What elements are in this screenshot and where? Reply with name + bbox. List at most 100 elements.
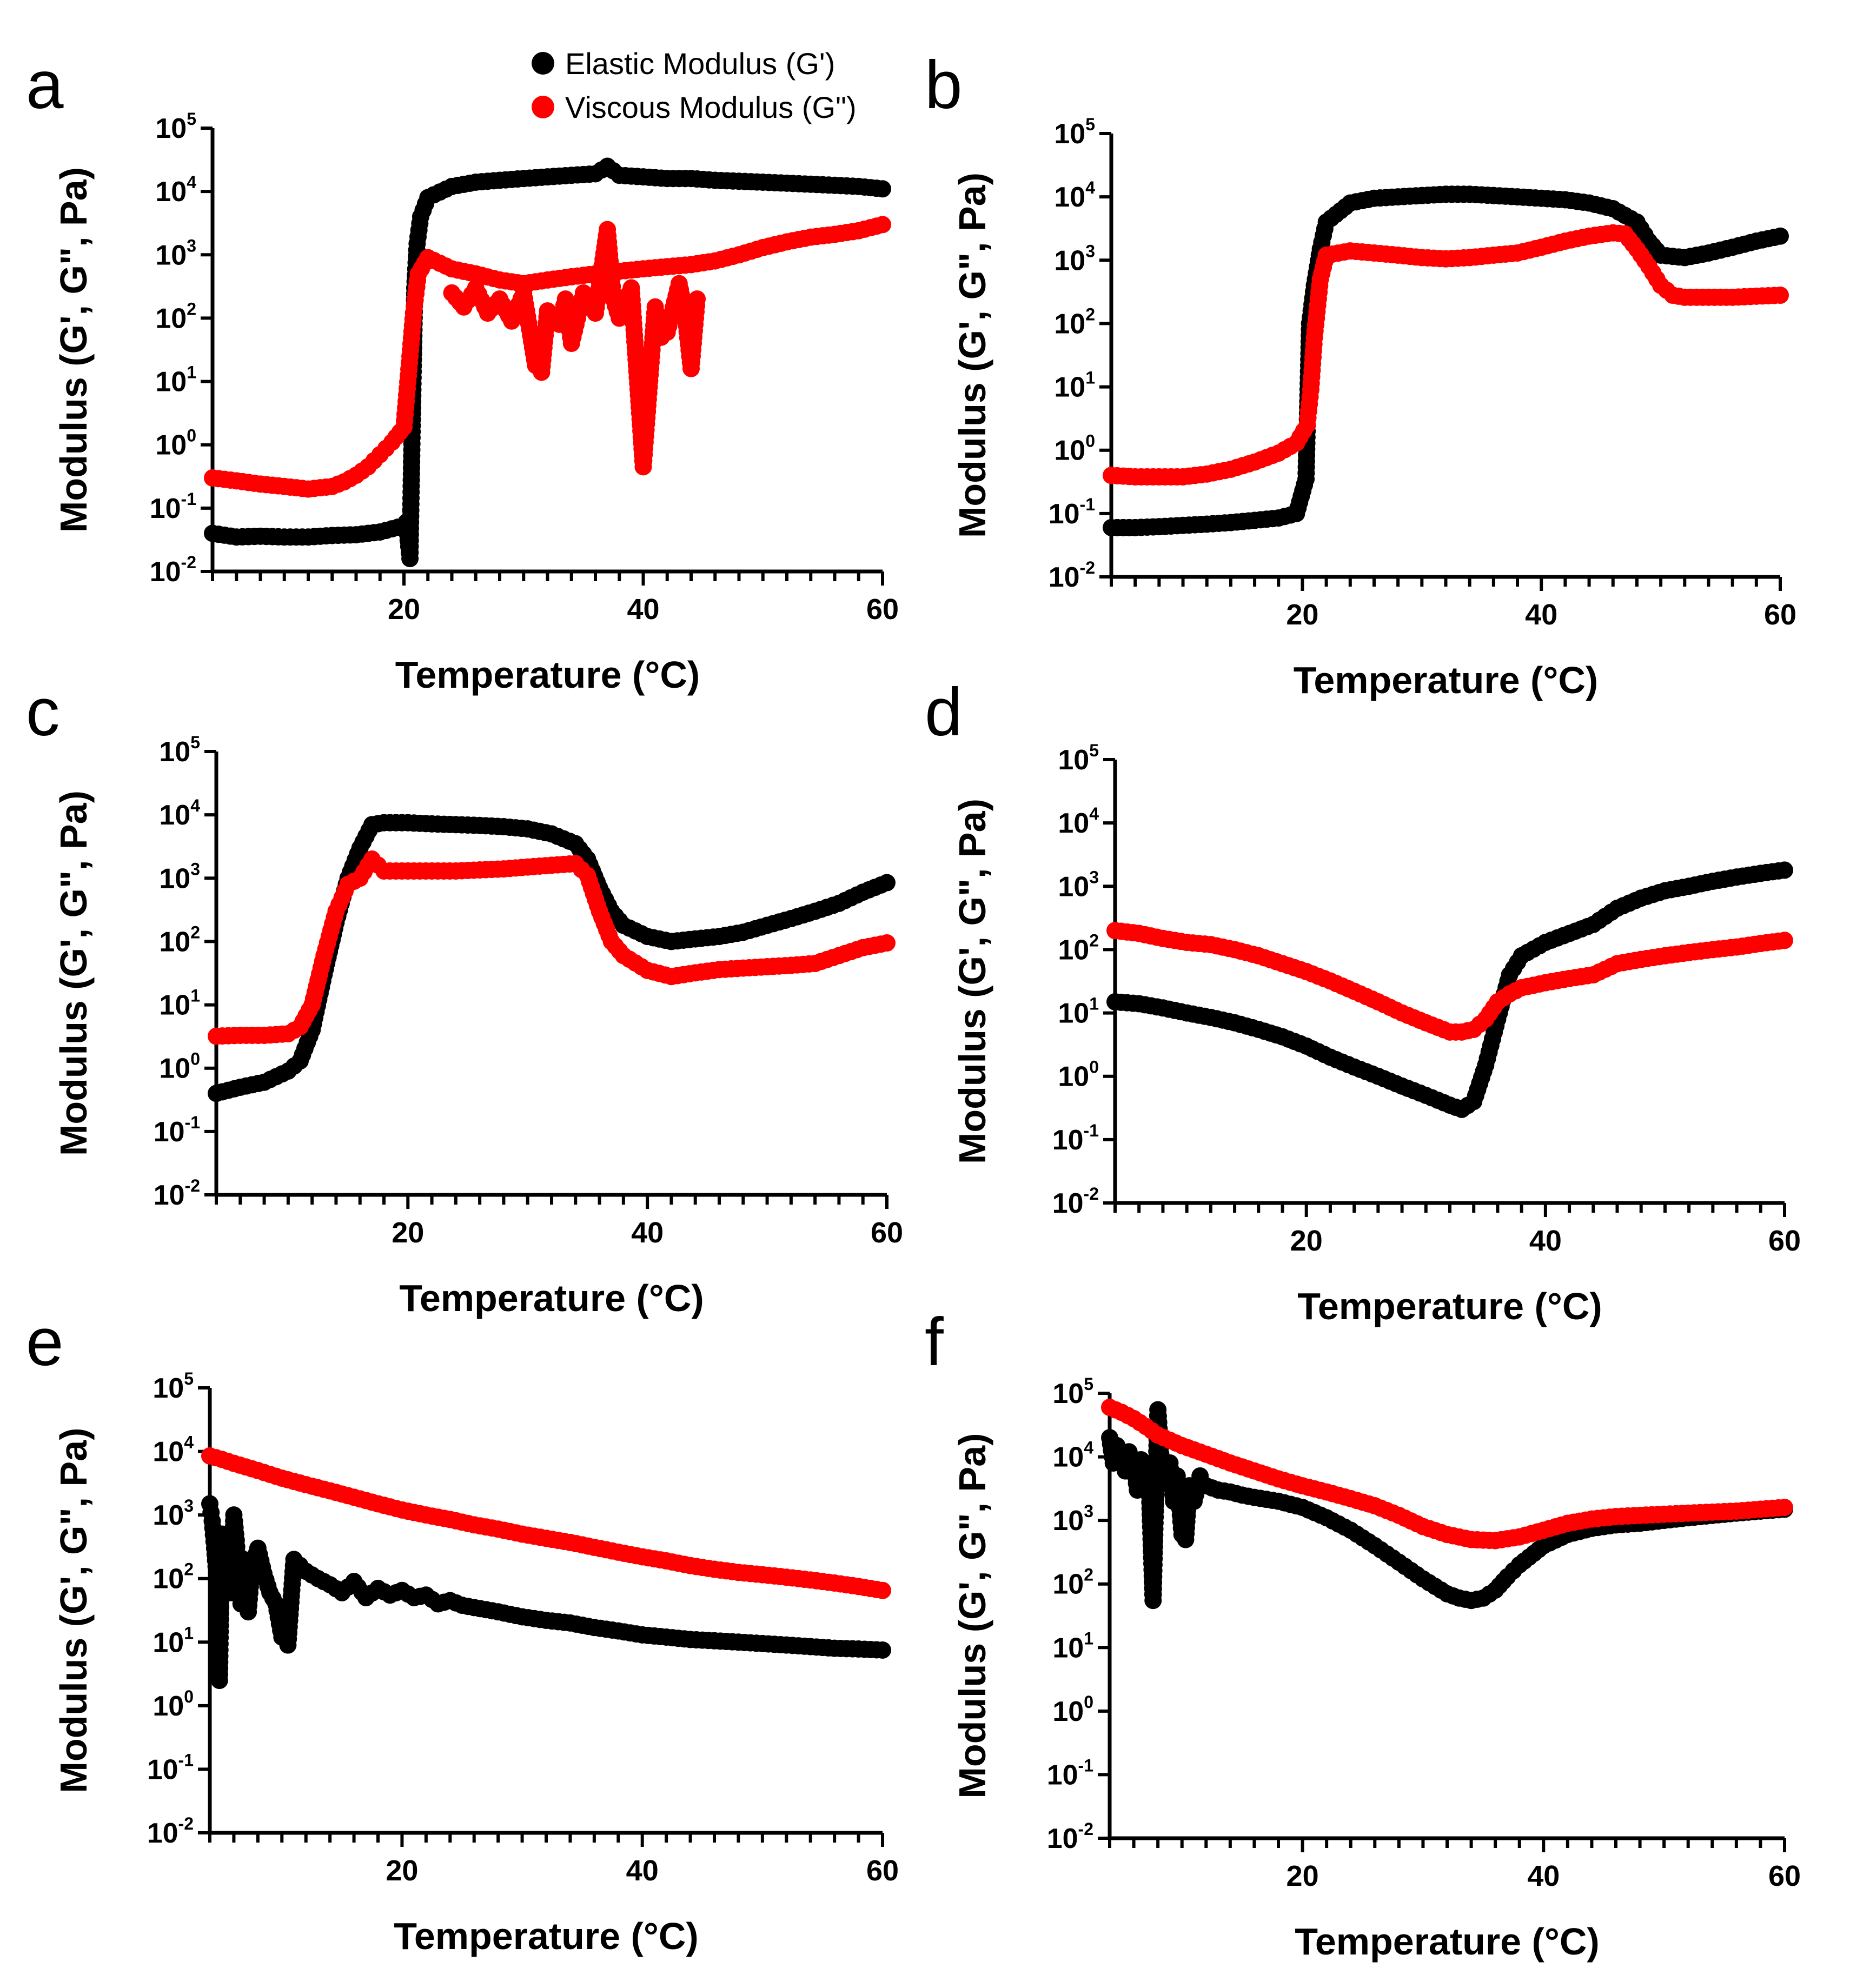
x-tick-label: 40	[1527, 1860, 1560, 1892]
y-tick-label: 100	[1054, 431, 1095, 467]
panel-b: b 105 104 103 102 101 100 10-1 10-2 20 40 60 Tempera…	[925, 48, 1796, 701]
x-axis-title: Temperature (°C)	[394, 1915, 698, 1957]
y-tick-label: 103	[1058, 867, 1099, 902]
y-tick-label: 104	[159, 796, 200, 831]
y-tick-label: 10-2	[1047, 1819, 1093, 1854]
legend-label-elastic: Elastic Modulus (G')	[565, 46, 835, 81]
y-tick-label: 10-1	[150, 489, 196, 524]
x-tick-label: 60	[866, 1854, 899, 1887]
series-elastic	[208, 814, 896, 1102]
y-axis-title: Modulus (G', G", Pa)	[52, 790, 95, 1156]
x-axis-title: Temperature (°C)	[1295, 1920, 1599, 1963]
y-tick-label: 10-1	[154, 1113, 200, 1148]
y-tick-label: 103	[159, 859, 200, 894]
series-viscous	[208, 850, 896, 1045]
x-tick-label: 20	[388, 593, 420, 626]
y-axis-title: Modulus (G', G", Pa)	[52, 167, 95, 533]
x-tick-label: 60	[866, 593, 899, 626]
y-tick-label: 100	[155, 426, 196, 461]
x-tick-label: 20	[1287, 1860, 1319, 1892]
y-tick-label: 102	[1054, 304, 1095, 340]
y-tick-label: 104	[155, 172, 196, 208]
y-tick-label: 10-1	[1052, 1121, 1099, 1156]
data-point	[874, 1641, 891, 1659]
series-viscous	[1106, 922, 1793, 1041]
y-tick-label: 10-1	[1049, 495, 1095, 530]
x-tick-label: 20	[1286, 599, 1318, 631]
y-tick-label: 105	[155, 109, 196, 144]
series-elastic	[1106, 861, 1793, 1118]
legend-marker-viscous	[532, 96, 554, 118]
panel-label: b	[925, 48, 963, 123]
x-tick-label: 20	[1290, 1225, 1323, 1257]
y-tick-label: 101	[1052, 1628, 1093, 1664]
data-point	[874, 216, 891, 234]
y-tick-label: 105	[159, 733, 200, 768]
series-viscous	[201, 1447, 891, 1599]
data-point	[874, 180, 891, 198]
series-viscous	[204, 216, 891, 498]
x-tick-label: 20	[386, 1854, 418, 1887]
series-viscous	[1103, 224, 1789, 486]
y-tick-label: 105	[1052, 1374, 1093, 1409]
panel-label: f	[925, 1305, 944, 1380]
legend-entry-elastic: Elastic Modulus (G')	[532, 46, 835, 81]
panel-label: d	[925, 675, 963, 750]
x-tick-label: 60	[1764, 599, 1796, 631]
x-tick-label: 20	[392, 1216, 424, 1249]
panel-e: e 105 104 103 102 101 100 10-1 10-2 20 40 60 Tempera…	[26, 1305, 899, 1957]
y-tick-label: 105	[1054, 115, 1095, 150]
y-tick-label: 101	[159, 986, 200, 1021]
y-tick-label: 101	[1058, 994, 1099, 1029]
y-tick-label: 102	[159, 922, 200, 958]
data-point	[878, 874, 896, 892]
y-axis-title: Modulus (G', G", Pa)	[951, 1433, 993, 1799]
y-tick-label: 103	[1052, 1501, 1093, 1537]
legend-label-viscous: Viscous Modulus (G")	[565, 90, 857, 124]
x-tick-label: 60	[1768, 1860, 1801, 1892]
y-tick-label: 100	[159, 1049, 200, 1085]
series-elastic	[204, 157, 891, 568]
y-tick-label: 10-1	[1047, 1756, 1093, 1791]
data-point	[1772, 227, 1789, 245]
y-tick-label: 10-2	[147, 1814, 194, 1849]
y-tick-label: 101	[152, 1623, 194, 1658]
y-tick-label: 102	[152, 1560, 194, 1595]
panel-label: c	[26, 675, 60, 750]
x-tick-label: 40	[1529, 1225, 1562, 1257]
y-tick-label: 104	[1058, 804, 1099, 839]
y-axis-title: Modulus (G', G", Pa)	[951, 172, 993, 538]
legend-entry-viscous: Viscous Modulus (G")	[532, 90, 857, 124]
y-tick-label: 100	[152, 1687, 194, 1722]
series-viscous	[1101, 1399, 1793, 1550]
y-tick-label: 10-1	[147, 1750, 194, 1785]
y-tick-label: 105	[152, 1369, 194, 1404]
y-tick-label: 10-2	[1052, 1184, 1099, 1219]
legend-marker-elastic	[532, 52, 554, 75]
x-axis-title: Temperature (°C)	[1297, 1285, 1602, 1327]
data-point	[878, 934, 896, 952]
panel-c: c 105 104 103 102 101 100 10-1 10-2 20 40 60 Tempera…	[26, 675, 903, 1319]
data-point	[688, 290, 706, 308]
x-tick-label: 60	[871, 1216, 903, 1249]
y-tick-label: 103	[1054, 241, 1095, 276]
x-tick-label: 60	[1768, 1225, 1801, 1257]
data-point	[1776, 861, 1793, 879]
y-tick-label: 104	[152, 1433, 194, 1468]
data-point	[1776, 1499, 1793, 1517]
y-tick-label: 104	[1052, 1438, 1093, 1473]
y-axis-title: Modulus (G', G", Pa)	[951, 799, 993, 1164]
y-tick-label: 100	[1052, 1692, 1093, 1727]
y-tick-label: 103	[152, 1496, 194, 1531]
y-tick-label: 102	[155, 299, 196, 334]
x-axis-title: Temperature (°C)	[399, 1277, 704, 1319]
x-tick-label: 40	[631, 1216, 664, 1249]
y-tick-label: 102	[1052, 1565, 1093, 1600]
panel-a: a 105 104 103 102 101 100 10-1 10-2 20 40 60 Tempera…	[26, 48, 899, 696]
legend: Elastic Modulus (G') Viscous Modulus (G"…	[532, 46, 857, 124]
y-tick-label: 104	[1054, 178, 1095, 213]
y-tick-label: 10-2	[1049, 558, 1095, 593]
x-tick-label: 40	[627, 593, 659, 626]
data-point	[1772, 287, 1789, 304]
